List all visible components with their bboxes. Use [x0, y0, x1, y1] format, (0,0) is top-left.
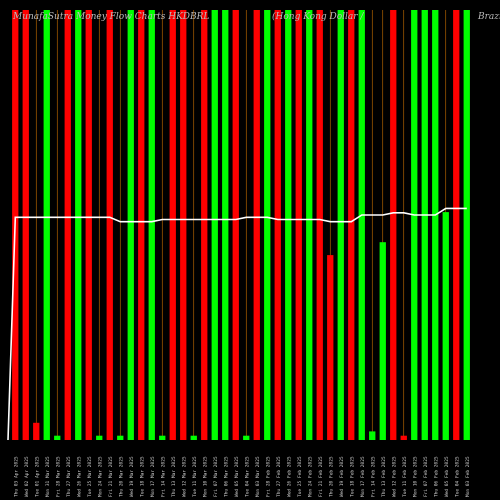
bar [274, 10, 281, 440]
series-line [7, 207, 467, 441]
bar [306, 10, 313, 440]
x-tick-label: Fri 28 Mar 2025 [55, 456, 61, 497]
x-tick-label: Tue 04 Feb 2025 [454, 456, 460, 497]
x-tick-label: Wed 19 Feb 2025 [339, 456, 345, 497]
x-tick-label: Fri 14 Mar 2025 [160, 456, 166, 497]
bar [211, 10, 218, 440]
bar [180, 10, 187, 440]
bar [327, 255, 334, 440]
bar [285, 10, 292, 440]
x-tick-label: Tue 11 Mar 2025 [192, 456, 198, 497]
x-tick-label: Mon 24 Feb 2025 [307, 456, 313, 497]
bar [169, 10, 176, 440]
chart-title: MunafaSutra Money Flow Charts HKDBRL [13, 12, 210, 22]
x-tick-label: Tue 18 Feb 2025 [349, 456, 355, 497]
bar [127, 10, 134, 440]
x-tick-label: Tue 01 Apr 2025 [34, 456, 40, 497]
bar [33, 422, 40, 440]
bar [148, 10, 155, 440]
x-tick-label: Thu 13 Mar 2025 [171, 456, 177, 497]
x-tick-label: Wed 05 Mar 2025 [234, 456, 240, 497]
bar [411, 10, 418, 440]
x-tick-label: Wed 12 Mar 2025 [181, 456, 187, 497]
x-tick-label: Wed 02 Apr 2025 [24, 456, 30, 497]
x-tick-label: Thu 20 Mar 2025 [118, 456, 124, 497]
bar [432, 10, 439, 440]
bar [316, 10, 323, 440]
chart-subtitle-right: Brazil [478, 12, 500, 22]
bar [337, 10, 344, 440]
x-tick-label: Mon 03 Feb 2025 [465, 456, 471, 497]
x-tick-label: Tue 25 Mar 2025 [87, 456, 93, 497]
bar [190, 435, 197, 440]
bar [117, 435, 124, 440]
x-tick-label: Thu 03 Apr 2025 [13, 456, 19, 497]
x-tick-label: Tue 18 Mar 2025 [139, 456, 145, 497]
x-tick-label: Wed 19 Mar 2025 [129, 456, 135, 497]
x-tick-label: Thu 27 Feb 2025 [276, 456, 282, 497]
bar [43, 10, 50, 440]
bar [453, 10, 460, 440]
x-tick-label: Mon 03 Mar 2025 [255, 456, 261, 497]
x-tick-label: Fri 28 Feb 2025 [265, 456, 271, 497]
x-tick-label: Wed 05 Feb 2025 [444, 456, 450, 497]
bar [379, 242, 386, 440]
bar [463, 10, 470, 440]
x-tick-label: Thu 13 Feb 2025 [381, 456, 387, 497]
bar [232, 10, 239, 440]
bar [348, 10, 355, 440]
x-tick-label: Mon 31 Mar 2025 [45, 456, 51, 497]
bar [369, 431, 376, 440]
bar [85, 10, 92, 440]
bar [295, 10, 302, 440]
bar [64, 10, 71, 440]
x-tick-label: Fri 07 Mar 2025 [213, 456, 219, 497]
bar [442, 212, 449, 440]
bar [96, 435, 103, 440]
x-tick-label: Tue 04 Mar 2025 [244, 456, 250, 497]
bar [358, 10, 365, 440]
chart-subtitle: (Hong Kong Dollar / [272, 12, 364, 22]
bar [106, 10, 113, 440]
x-tick-label: Mon 10 Mar 2025 [202, 456, 208, 497]
bar [400, 435, 407, 440]
x-tick-label: Thu 20 Feb 2025 [328, 456, 334, 497]
bar [54, 435, 61, 440]
x-tick-label: Fri 21 Mar 2025 [108, 456, 114, 497]
x-tick-label: Thu 06 Feb 2025 [433, 456, 439, 497]
x-tick-label: Wed 26 Feb 2025 [286, 456, 292, 497]
x-tick-label: Thu 06 Mar 2025 [223, 456, 229, 497]
x-tick-label: Fri 07 Feb 2025 [423, 456, 429, 497]
x-tick-label: Fri 14 Feb 2025 [370, 456, 376, 497]
bar [201, 10, 208, 440]
x-tick-label: Mon 17 Feb 2025 [360, 456, 366, 497]
bar [159, 435, 166, 440]
bar [222, 10, 229, 440]
x-tick-label: Wed 12 Feb 2025 [391, 456, 397, 497]
bar [22, 10, 29, 440]
x-tick-label: Thu 27 Mar 2025 [66, 456, 72, 497]
x-tick-label: Mon 17 Mar 2025 [150, 456, 156, 497]
bar [264, 10, 271, 440]
x-tick-label: Mon 10 Feb 2025 [412, 456, 418, 497]
bar [390, 10, 397, 440]
x-tick-label: Fri 21 Feb 2025 [318, 456, 324, 497]
bar [138, 10, 145, 440]
x-tick-label: Tue 25 Feb 2025 [297, 456, 303, 497]
bar [75, 10, 82, 440]
bar [243, 435, 250, 440]
x-tick-label: Wed 26 Mar 2025 [76, 456, 82, 497]
bar [253, 10, 260, 440]
x-tick-label: Tue 11 Feb 2025 [402, 456, 408, 497]
bar [421, 10, 428, 440]
x-tick-label: Mon 24 Mar 2025 [97, 456, 103, 497]
